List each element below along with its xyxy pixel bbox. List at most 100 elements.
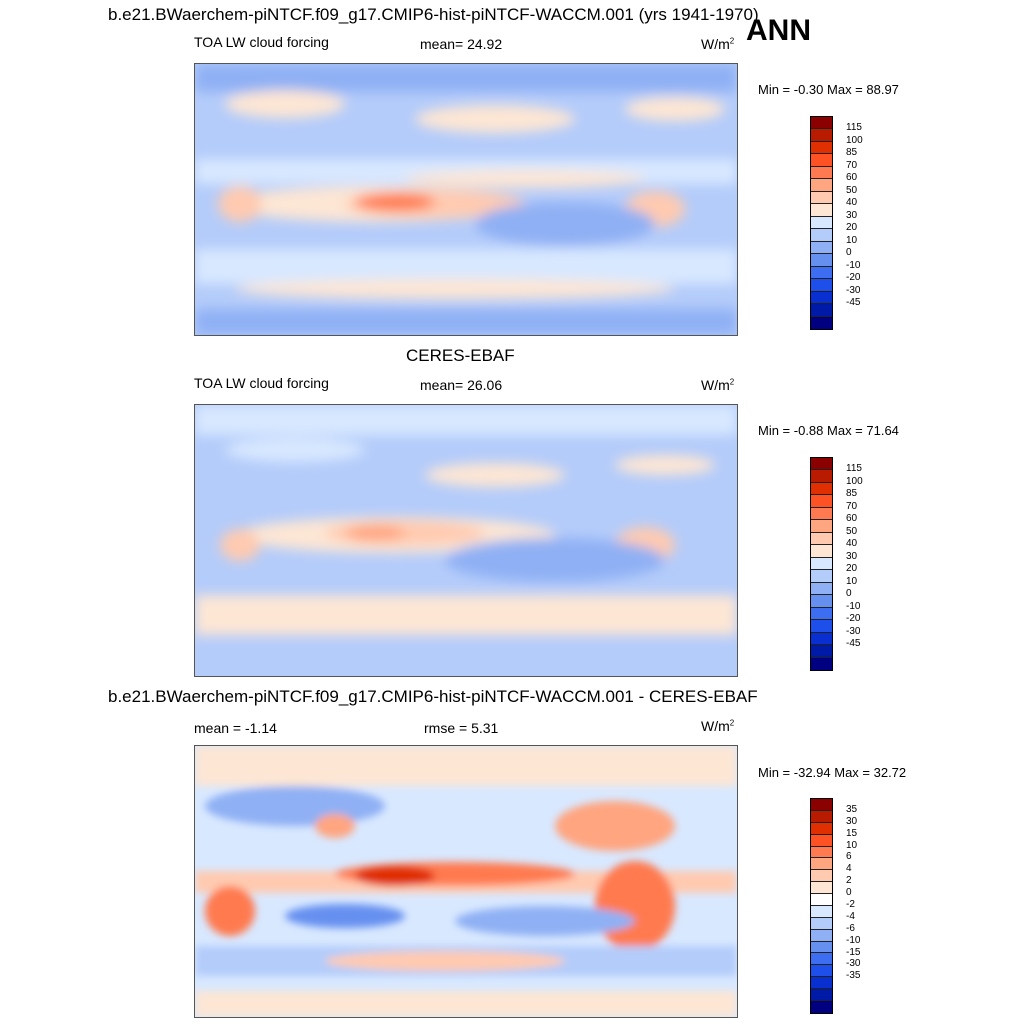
colorbar-cell <box>811 545 832 558</box>
colorbar-cell <box>811 905 832 918</box>
panel2-variable: TOA LW cloud forcing <box>194 375 329 391</box>
colorbar-cell <box>811 620 832 633</box>
colorbar-tick-label: -35 <box>846 970 861 982</box>
colorbar-cell <box>811 929 832 942</box>
colorbar-cell <box>811 507 832 521</box>
colorbar-tick-label: 115 <box>846 122 862 134</box>
colorbar-tick-label: -10 <box>846 600 861 612</box>
colorbar-tick-label: -10 <box>846 934 861 946</box>
panel3-colorbar <box>810 798 833 1014</box>
colorbar-cell <box>811 179 832 192</box>
colorbar-tick-label: -45 <box>846 297 861 309</box>
panel3-title: b.e21.BWaerchem-piNTCF.f09_g17.CMIP6-his… <box>108 687 758 706</box>
colorbar-cell <box>811 532 832 546</box>
colorbar-tick-label: -20 <box>846 613 861 625</box>
colorbar-tick-label: 50 <box>846 525 858 537</box>
panel1-units: W/m2 <box>701 36 735 52</box>
colorbar-tick-label: 35 <box>846 803 858 815</box>
colorbar-tick-label: 100 <box>846 134 863 146</box>
colorbar-tick-label: 10 <box>846 575 858 587</box>
panel2-mean: mean= 26.06 <box>420 377 503 393</box>
panel1-colorbar-labels: 115 100 85 70 60 50 40 30 20 10 0 -10 -20 -30 -45 <box>846 116 886 328</box>
colorbar-tick-label: 85 <box>846 147 858 159</box>
panel3-colorbar-labels: 35 30 15 10 6 4 2 0 -2 -4 -6 -10 -15 -30 -35 <box>846 798 886 1012</box>
colorbar-tick-label: -30 <box>846 958 861 970</box>
panel1-mean: mean= 24.92 <box>420 36 503 52</box>
colorbar-tick-label: 115 <box>846 463 862 475</box>
colorbar-cell <box>811 834 832 847</box>
colorbar-tick-label: -4 <box>846 910 855 922</box>
colorbar-cell <box>811 117 832 130</box>
colorbar-tick-label: -30 <box>846 625 861 637</box>
colorbar-tick-label: -20 <box>846 272 861 284</box>
colorbar-cell <box>811 1000 832 1013</box>
colorbar-cell <box>811 316 832 329</box>
colorbar-tick-label: -6 <box>846 922 855 934</box>
colorbar-cell <box>811 846 832 859</box>
colorbar-cell <box>811 965 832 978</box>
panel1-colorbar <box>810 116 833 330</box>
panel3-map <box>194 745 738 1018</box>
colorbar-tick-label: 20 <box>846 222 858 234</box>
colorbar-tick-label: -2 <box>846 899 855 910</box>
colorbar-tick-label: 2 <box>846 875 852 887</box>
colorbar-cell <box>811 595 832 608</box>
panel3-rmse: rmse = 5.31 <box>424 720 499 736</box>
colorbar-tick-label: 15 <box>846 827 858 839</box>
colorbar-cell <box>811 822 832 835</box>
colorbar-cell <box>811 989 832 1001</box>
panel1-title: b.e21.BWaerchem-piNTCF.f09_g17.CMIP6-his… <box>108 5 759 24</box>
colorbar-cell <box>811 520 832 533</box>
panel2-colorbar <box>810 457 833 671</box>
colorbar-cell <box>811 799 832 811</box>
colorbar-cell <box>811 304 832 317</box>
panel2-minmax: Min = -0.88 Max = 71.64 <box>758 423 899 438</box>
panel1-map <box>194 63 738 336</box>
colorbar-cell <box>811 254 832 267</box>
colorbar-cell <box>811 154 832 167</box>
colorbar-cell <box>811 632 832 646</box>
colorbar-tick-label: 30 <box>846 815 858 827</box>
colorbar-cell <box>811 191 832 205</box>
season-label: ANN <box>746 14 811 47</box>
panel2-map <box>194 404 738 677</box>
colorbar-cell <box>811 458 832 471</box>
colorbar-tick-label: 6 <box>846 851 852 863</box>
colorbar-cell <box>811 266 832 280</box>
colorbar-cell <box>811 894 832 906</box>
colorbar-cell <box>811 241 832 255</box>
colorbar-cell <box>811 582 832 596</box>
colorbar-tick-label: 0 <box>846 588 852 600</box>
colorbar-cell <box>811 291 832 305</box>
colorbar-cell <box>811 607 832 621</box>
colorbar-tick-label: 70 <box>846 500 858 512</box>
colorbar-tick-label: -15 <box>846 946 861 958</box>
colorbar-tick-label: 100 <box>846 475 863 487</box>
colorbar-cell <box>811 810 832 823</box>
colorbar-cell <box>811 953 832 966</box>
colorbar-tick-label: 10 <box>846 234 858 246</box>
panel1-variable: TOA LW cloud forcing <box>194 34 329 50</box>
colorbar-tick-label: 60 <box>846 513 858 525</box>
colorbar-cell <box>811 657 832 670</box>
colorbar-cell <box>811 482 832 496</box>
colorbar-tick-label: -10 <box>846 259 861 271</box>
colorbar-cell <box>811 570 832 583</box>
colorbar-cell <box>811 166 832 180</box>
panel3-units: W/m2 <box>701 718 735 734</box>
colorbar-cell <box>811 870 832 883</box>
colorbar-tick-label: 60 <box>846 172 858 184</box>
colorbar-cell <box>811 204 832 217</box>
colorbar-cell <box>811 141 832 155</box>
colorbar-tick-label: 50 <box>846 184 858 196</box>
colorbar-tick-label: 70 <box>846 159 858 171</box>
panel2-colorbar-labels: 115 100 85 70 60 50 40 30 20 10 0 -10 -20 -30 -45 <box>846 457 886 669</box>
colorbar-tick-label: 0 <box>846 247 852 259</box>
colorbar-cell <box>811 229 832 242</box>
panel3-minmax: Min = -32.94 Max = 32.72 <box>758 765 907 780</box>
colorbar-cell <box>811 557 832 571</box>
colorbar-cell <box>811 129 832 142</box>
colorbar-tick-label: 10 <box>846 839 858 851</box>
colorbar-tick-label: 0 <box>846 887 852 899</box>
colorbar-tick-label: 30 <box>846 209 858 221</box>
